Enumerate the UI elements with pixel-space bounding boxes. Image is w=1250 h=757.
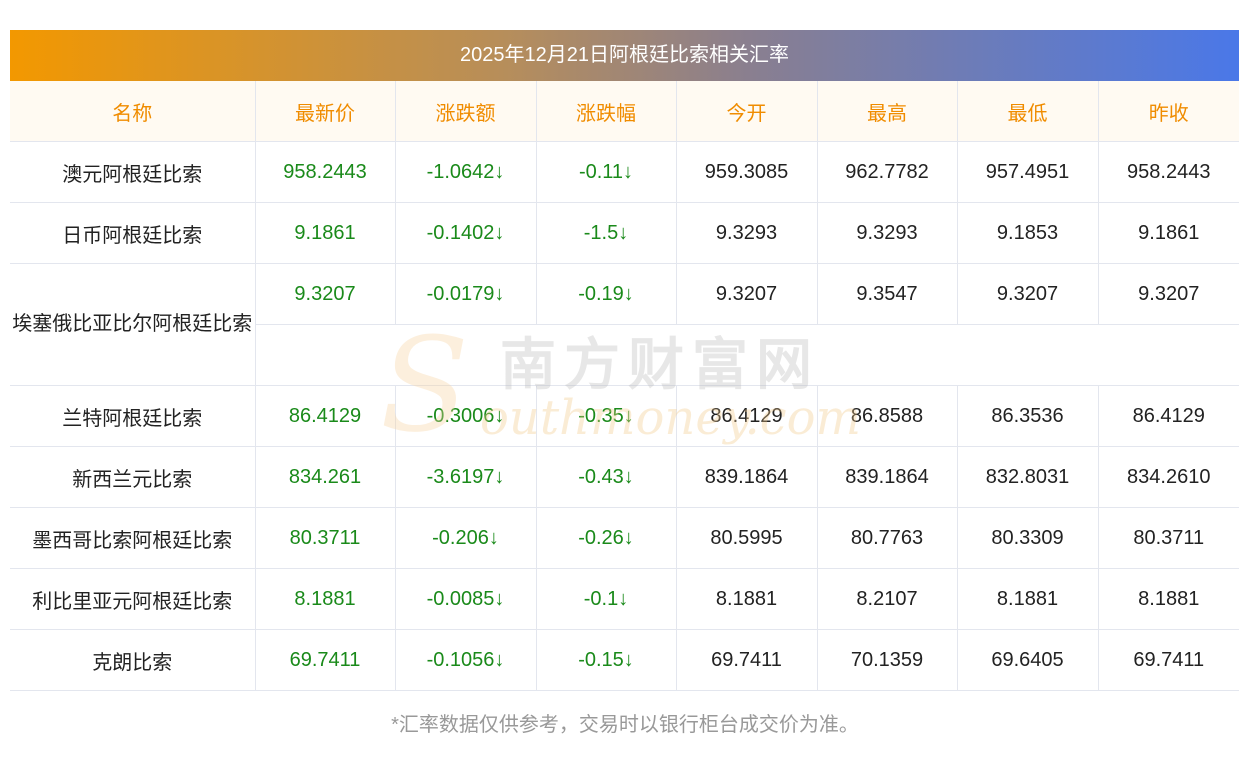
column-header: 昨收: [1097, 81, 1239, 142]
table-title: 2025年12月21日阿根廷比索相关汇率: [10, 30, 1239, 81]
cell-low: 8.1881: [956, 568, 1099, 630]
cell-high: 962.7782: [816, 141, 958, 203]
cell-latest: 958.2443: [254, 141, 396, 203]
column-header: 今开: [675, 81, 818, 142]
currency-name: 新西兰元比索: [10, 446, 256, 508]
currency-name: 墨西哥比索阿根廷比索: [10, 507, 256, 569]
table-row: 克朗比索 69.7411 -0.1056↓ -0.15↓ 69.7411 70.1359 6…: [10, 629, 1239, 691]
currency-name: 兰特阿根廷比索: [10, 385, 256, 447]
cell-low: 9.3207: [956, 263, 1099, 325]
table-row: 新西兰元比索 834.261 -3.6197↓ -0.43↓ 839.1864 839.1…: [10, 446, 1239, 508]
column-header: 最低: [956, 81, 1099, 142]
cell-high: 9.3547: [816, 263, 958, 325]
cell-change-pct: -0.43↓: [535, 446, 677, 508]
cell-low: 957.4951: [956, 141, 1099, 203]
cell-change-pct: -0.35↓: [535, 385, 677, 447]
column-header: 涨跌幅: [535, 81, 677, 142]
cell-low: 86.3536: [956, 385, 1099, 447]
table-row: 日币阿根廷比索 9.1861 -0.1402↓ -1.5↓ 9.3293 9.3293 9.…: [10, 202, 1239, 264]
cell-prev-close: 8.1881: [1097, 568, 1239, 630]
cell-change: -0.3006↓: [394, 385, 537, 447]
cell-open: 839.1864: [675, 446, 818, 508]
header-row: 名称 最新价 涨跌额 涨跌幅 今开 最高 最低 昨收: [10, 81, 1239, 142]
cell-latest: 9.1861: [254, 202, 396, 264]
cell-prev-close: 9.1861: [1097, 202, 1239, 264]
disclaimer-footer: *汇率数据仅供参考，交易时以银行柜台成交价为准。: [391, 714, 859, 736]
cell-open: 9.3207: [675, 263, 818, 325]
cell-open: 8.1881: [675, 568, 818, 630]
table-row: 墨西哥比索阿根廷比索 80.3711 -0.206↓ -0.26↓ 80.5995 80.…: [10, 507, 1239, 569]
cell-low: 9.1853: [956, 202, 1099, 264]
cell-change: -0.0179↓: [394, 263, 537, 325]
table-row: 利比里亚元阿根廷比索 8.1881 -0.0085↓ -0.1↓ 8.1881 8.210…: [10, 568, 1239, 630]
cell-prev-close: 80.3711: [1097, 507, 1239, 569]
cell-high: 80.7763: [816, 507, 958, 569]
cell-change-pct: -0.11↓: [535, 141, 677, 203]
cell-open: 9.3293: [675, 202, 818, 264]
table-row: 澳元阿根廷比索 958.2443 -1.0642↓ -0.11↓ 959.3085 962…: [10, 141, 1239, 203]
empty-cell: [255, 324, 1239, 386]
currency-name: 埃塞俄比亚比尔阿根廷比索: [10, 263, 256, 386]
cell-change: -3.6197↓: [394, 446, 537, 508]
cell-change: -0.1402↓: [394, 202, 537, 264]
cell-latest: 69.7411: [254, 629, 396, 691]
cell-high: 8.2107: [816, 568, 958, 630]
cell-latest: 86.4129: [254, 385, 396, 447]
cell-change: -0.0085↓: [394, 568, 537, 630]
column-header: 名称: [10, 81, 256, 142]
column-header: 最高: [816, 81, 958, 142]
cell-change-pct: -0.15↓: [535, 629, 677, 691]
table-row: 埃塞俄比亚比尔阿根廷比索 9.3207 -0.0179↓ -0.19↓ 9.3207 9.…: [10, 263, 1239, 386]
cell-change: -0.1056↓: [394, 629, 537, 691]
cell-low: 80.3309: [956, 507, 1099, 569]
cell-low: 69.6405: [956, 629, 1099, 691]
currency-name: 日币阿根廷比索: [10, 202, 256, 264]
cell-low: 832.8031: [956, 446, 1099, 508]
cell-high: 839.1864: [816, 446, 958, 508]
cell-change-pct: -1.5↓: [535, 202, 677, 264]
column-header: 最新价: [254, 81, 396, 142]
cell-latest: 80.3711: [254, 507, 396, 569]
currency-name: 克朗比索: [10, 629, 256, 691]
cell-prev-close: 834.2610: [1097, 446, 1239, 508]
exchange-rate-table: 名称 最新价 涨跌额 涨跌幅 今开 最高 最低 昨收 澳元阿根廷比索 958.2443 -1.06…: [10, 81, 1239, 691]
cell-prev-close: 958.2443: [1097, 141, 1239, 203]
cell-prev-close: 9.3207: [1097, 263, 1239, 325]
cell-change-pct: -0.1↓: [535, 568, 677, 630]
cell-change: -1.0642↓: [394, 141, 537, 203]
cell-open: 80.5995: [675, 507, 818, 569]
cell-change: -0.206↓: [394, 507, 537, 569]
cell-high: 9.3293: [816, 202, 958, 264]
cell-latest: 834.261: [254, 446, 396, 508]
currency-name: 利比里亚元阿根廷比索: [10, 568, 256, 630]
cell-change-pct: -0.19↓: [535, 263, 677, 325]
cell-open: 86.4129: [675, 385, 818, 447]
cell-prev-close: 86.4129: [1097, 385, 1239, 447]
cell-open: 959.3085: [675, 141, 818, 203]
table-row: 兰特阿根廷比索 86.4129 -0.3006↓ -0.35↓ 86.4129 86.85…: [10, 385, 1239, 447]
cell-high: 86.8588: [816, 385, 958, 447]
cell-latest: 8.1881: [254, 568, 396, 630]
cell-prev-close: 69.7411: [1097, 629, 1239, 691]
cell-high: 70.1359: [816, 629, 958, 691]
cell-change-pct: -0.26↓: [535, 507, 677, 569]
cell-open: 69.7411: [675, 629, 818, 691]
cell-latest: 9.3207: [254, 263, 396, 325]
column-header: 涨跌额: [394, 81, 537, 142]
currency-name: 澳元阿根廷比索: [10, 141, 256, 203]
